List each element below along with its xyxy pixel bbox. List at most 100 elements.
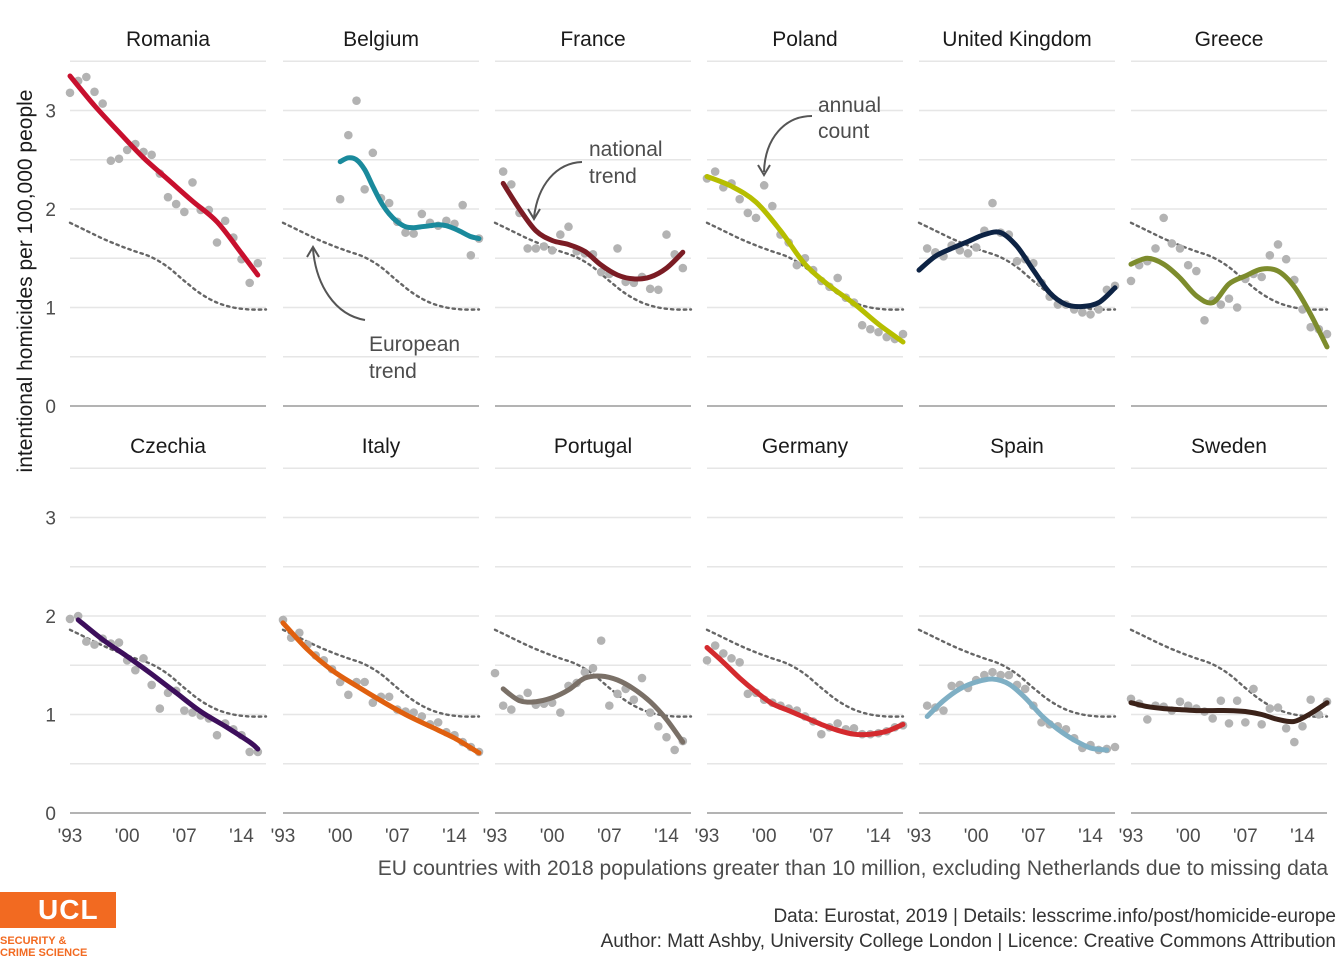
annual-count-point — [417, 712, 427, 721]
annual-count-point — [539, 242, 549, 251]
annual-count-point — [898, 329, 908, 339]
annual-count-point — [556, 230, 565, 239]
annual-count-point — [1281, 254, 1291, 264]
annual-count-point — [751, 213, 761, 223]
national-trend-label-2: trend — [589, 165, 637, 188]
national-trend-line — [500, 180, 686, 282]
annual-count-point — [702, 656, 712, 665]
annual-count-point — [1192, 266, 1201, 276]
x-tick-label: '00 — [752, 826, 777, 847]
annual-count-point — [384, 198, 394, 208]
annual-count-point — [180, 706, 189, 715]
european-trend-label-2: trend — [369, 360, 417, 383]
annual-count-point — [384, 692, 394, 702]
facet-title: Poland — [772, 28, 837, 51]
annual-count-point — [401, 228, 410, 237]
annual-count-point — [596, 636, 606, 645]
facet-title: Italy — [362, 435, 401, 458]
annual-count-point — [180, 207, 189, 217]
x-tick-label: '93 — [483, 826, 508, 847]
ucl-logo-box — [0, 892, 116, 928]
annual-count-point — [1257, 720, 1266, 729]
annual-count-point — [613, 689, 622, 699]
annotation-annual-count: annual count — [757, 94, 881, 177]
national-trend-line — [924, 676, 1110, 753]
annual-count-point — [1175, 244, 1185, 253]
annual-count-point — [1143, 715, 1152, 724]
x-tick-label: '93 — [907, 826, 932, 847]
annual-count-point — [710, 641, 720, 650]
annual-count-point — [147, 150, 156, 160]
y-axis-label: intentional homicides per 100,000 people — [14, 90, 37, 473]
annual-count-point — [433, 718, 443, 727]
national-trend-line — [75, 617, 261, 752]
annual-count-point — [996, 670, 1005, 680]
x-tick-label: '00 — [540, 826, 565, 847]
annual-count-point — [507, 180, 516, 189]
panel-belgium: Belgium — [281, 28, 484, 407]
annual-count-point — [523, 688, 532, 698]
national-trend-line — [704, 174, 906, 345]
ucl-logo-line-2: CRIME SCIENCE — [0, 947, 88, 959]
annual-count-point — [662, 732, 671, 742]
annual-count-point — [939, 706, 948, 715]
annual-count-point — [65, 88, 75, 98]
national-trend-label-1: national — [589, 138, 663, 161]
x-tick-label: '00 — [1176, 826, 1201, 847]
panel-romania: Romania 0 1 2 3 — [45, 28, 268, 418]
national-trend-line — [704, 645, 906, 738]
annual-count-point — [922, 244, 932, 253]
annual-count-point — [556, 708, 565, 717]
annual-count-point — [580, 667, 590, 677]
annual-count-point — [531, 244, 541, 253]
annual-count-point — [963, 249, 973, 258]
annual-count-point — [368, 698, 378, 707]
facet-title: Spain — [990, 435, 1044, 458]
annual-count-point — [596, 267, 606, 277]
annual-count-point — [719, 649, 728, 658]
caption-line-1: Data: Eurostat, 2019 | Details: lesscrim… — [773, 906, 1336, 927]
annual-count-point — [1265, 250, 1275, 260]
national-trend-arrow — [533, 161, 583, 218]
annual-count-label-1: annual — [818, 94, 881, 117]
panel-sweden: Sweden '93 '00 '07 '14 — [1119, 435, 1332, 847]
y-tick-label: 0 — [45, 397, 56, 418]
european-trend-arrowhead — [306, 245, 320, 258]
european-trend-line — [917, 628, 1117, 718]
annual-count-point — [637, 673, 647, 683]
annual-count-point — [344, 130, 353, 140]
panel-united-kingdom: United Kingdom — [916, 28, 1120, 407]
annual-count-point — [98, 99, 107, 108]
annual-count-point — [988, 667, 997, 677]
annual-count-point — [466, 250, 476, 260]
annual-count-point — [833, 273, 842, 283]
y-tick-label: 0 — [45, 804, 56, 825]
x-tick-label: '07 — [597, 826, 622, 847]
x-tick-label: '07 — [1233, 826, 1258, 847]
y-tick-label: 2 — [45, 200, 56, 221]
y-tick-label: 3 — [45, 102, 56, 123]
panel-greece: Greece — [1126, 28, 1332, 407]
facet-title: Belgium — [343, 28, 419, 51]
annual-count-point — [188, 178, 197, 187]
annual-count-point — [743, 689, 753, 699]
x-tick-label: '14 — [654, 826, 679, 847]
x-tick-label: '14 — [229, 826, 254, 847]
annual-count-point — [1273, 240, 1283, 249]
european-trend-line — [705, 628, 905, 718]
annual-count-point — [155, 704, 165, 713]
annual-count-point — [122, 145, 132, 155]
national-trend-line — [916, 229, 1118, 310]
annual-count-point — [245, 278, 254, 288]
annual-count-point — [409, 229, 418, 238]
y-tick-label: 1 — [45, 706, 56, 727]
caption-line-2: Author: Matt Ashby, University College L… — [601, 931, 1336, 952]
annual-count-point — [82, 637, 91, 646]
facet-title: Romania — [126, 28, 210, 51]
annual-count-point — [833, 719, 842, 728]
x-tick-label: '00 — [115, 826, 140, 847]
annual-count-point — [344, 690, 353, 700]
annual-count-point — [1273, 703, 1283, 712]
european-trend-line — [917, 221, 1117, 311]
